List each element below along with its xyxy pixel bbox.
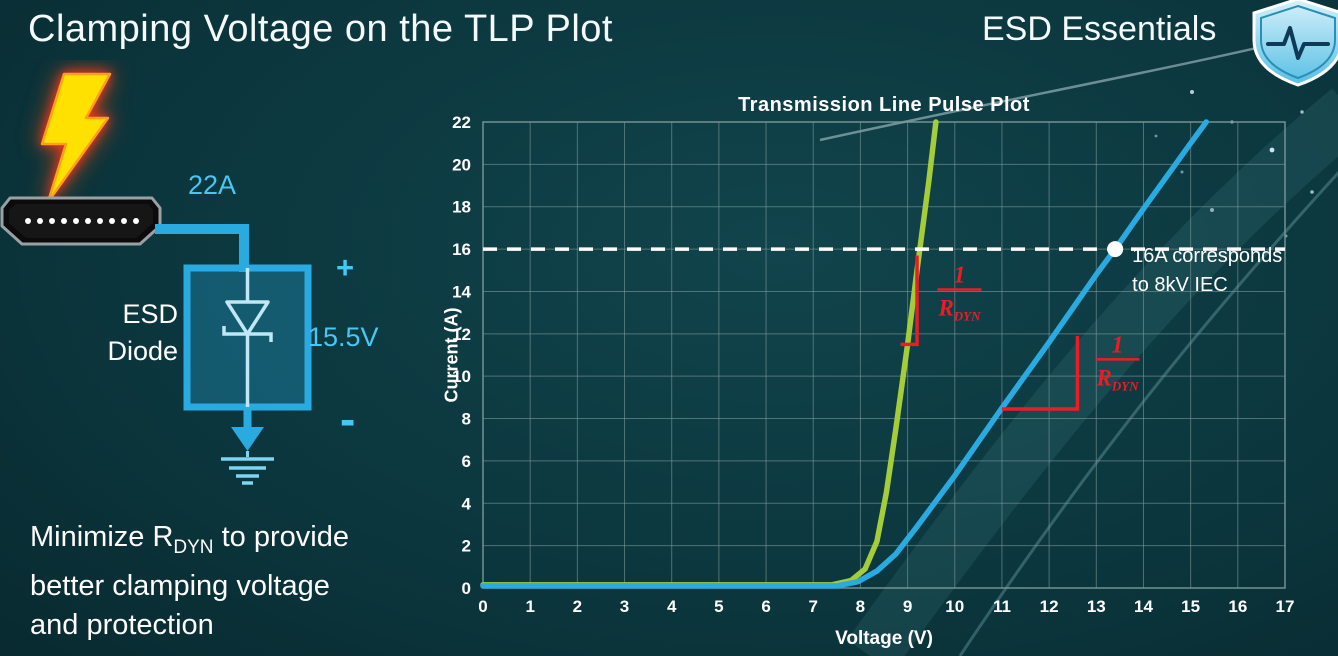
device-label-line1: ESD [122,299,178,329]
esd-diagram: 22A + 15.5V - ESD Diode [0,0,432,656]
minus-polarity-label: - [340,393,356,445]
esd-shield-logo-icon [1246,0,1338,93]
plus-polarity-label: + [336,250,355,285]
green-curve [480,119,939,588]
x-tick-label: 8 [856,597,865,616]
surge-current-label: 22A [188,170,237,200]
x-tick-label: 3 [620,597,629,616]
tlp-chart: 0 1 2 3 4 5 6 7 8 9 10 11 12 13 14 15 16 17 0 2 4 6 8 10 12 14 16 1… [430,92,1338,656]
x-tick-label: 9 [903,597,912,616]
x-tick-label: 17 [1276,597,1295,616]
esd-diode-symbol [183,264,312,411]
threshold-annotation: 16A corresponds [1132,245,1282,267]
x-axis-label: Voltage (V) [835,628,933,649]
note-line3: and protection [30,608,214,641]
device-label: ESD Diode [84,296,178,370]
y-tick-label: 12 [452,325,471,344]
plot-canvas: 0 1 2 3 4 5 6 7 8 9 10 11 12 13 14 15 16 1702468101214161… [452,113,1295,616]
threshold-point [1107,241,1124,258]
y-tick-label: 16 [452,240,471,259]
x-tick-label: 13 [1087,597,1106,616]
chart-title: Transmission Line Pulse Plot [738,94,1030,116]
x-tick-label: 0 [478,597,487,616]
shield-shape [1252,0,1338,87]
hdmi-connector-icon [0,196,162,246]
y-tick-label: 18 [452,198,471,217]
slope-marker [900,255,919,347]
slide-title: Clamping Voltage on the TLP Plot [28,8,613,50]
x-tick-label: 11 [993,597,1011,616]
svg-text:RDYN: RDYN [1095,365,1139,393]
threshold-annotation: to 8kV IEC [1132,274,1228,296]
y-tick-label: 8 [462,410,471,429]
pulse-line-icon [1266,26,1330,60]
brand-text: ESD Essentials [982,10,1217,48]
rdyn-fraction-label: 1 RDYN [937,262,982,323]
y-tick-label: 10 [452,367,471,386]
y-tick-label: 20 [452,155,471,174]
note-line2: better clamping voltage [30,569,330,602]
y-tick-label: 2 [462,537,471,556]
slope-marker [1001,335,1080,411]
plot-frame [482,121,1286,589]
x-tick-label: 6 [761,597,770,616]
x-tick-label: 4 [667,597,677,616]
y-tick-label: 4 [462,494,472,513]
x-tick-label: 2 [573,597,582,616]
note-subscript: DYN [173,536,214,558]
clamping-voltage-label: 15.5V [308,322,379,352]
x-tick-label: 12 [1040,597,1059,616]
x-tick-label: 16 [1228,597,1247,616]
y-tick-label: 22 [452,113,471,132]
y-axis-label: Current (A) [441,307,462,403]
wire [155,224,249,272]
note-line1: Minimize RDYN to provide [30,521,349,558]
x-tick-label: 14 [1134,597,1153,616]
blue-curve [480,119,1209,589]
svg-text:1: 1 [1112,332,1124,358]
x-tick-label: 5 [714,597,723,616]
lightning-bolt-icon [40,72,112,204]
y-tick-label: 14 [452,282,471,301]
rdyn-fraction-label: 1 RDYN [1095,332,1140,393]
x-tick-label: 15 [1181,597,1200,616]
note-text: Minimize RDYN to provide better clamping… [30,518,349,645]
svg-text:1: 1 [953,262,965,288]
ground-symbol [221,407,274,485]
x-tick-label: 10 [945,597,964,616]
y-tick-label: 6 [462,452,471,471]
x-tick-label: 7 [809,597,818,616]
shield-inner-border [1260,4,1336,80]
svg-text:RDYN: RDYN [937,295,981,323]
device-label-line2: Diode [107,336,178,366]
y-tick-label: 0 [462,579,471,598]
x-tick-label: 1 [525,597,534,616]
